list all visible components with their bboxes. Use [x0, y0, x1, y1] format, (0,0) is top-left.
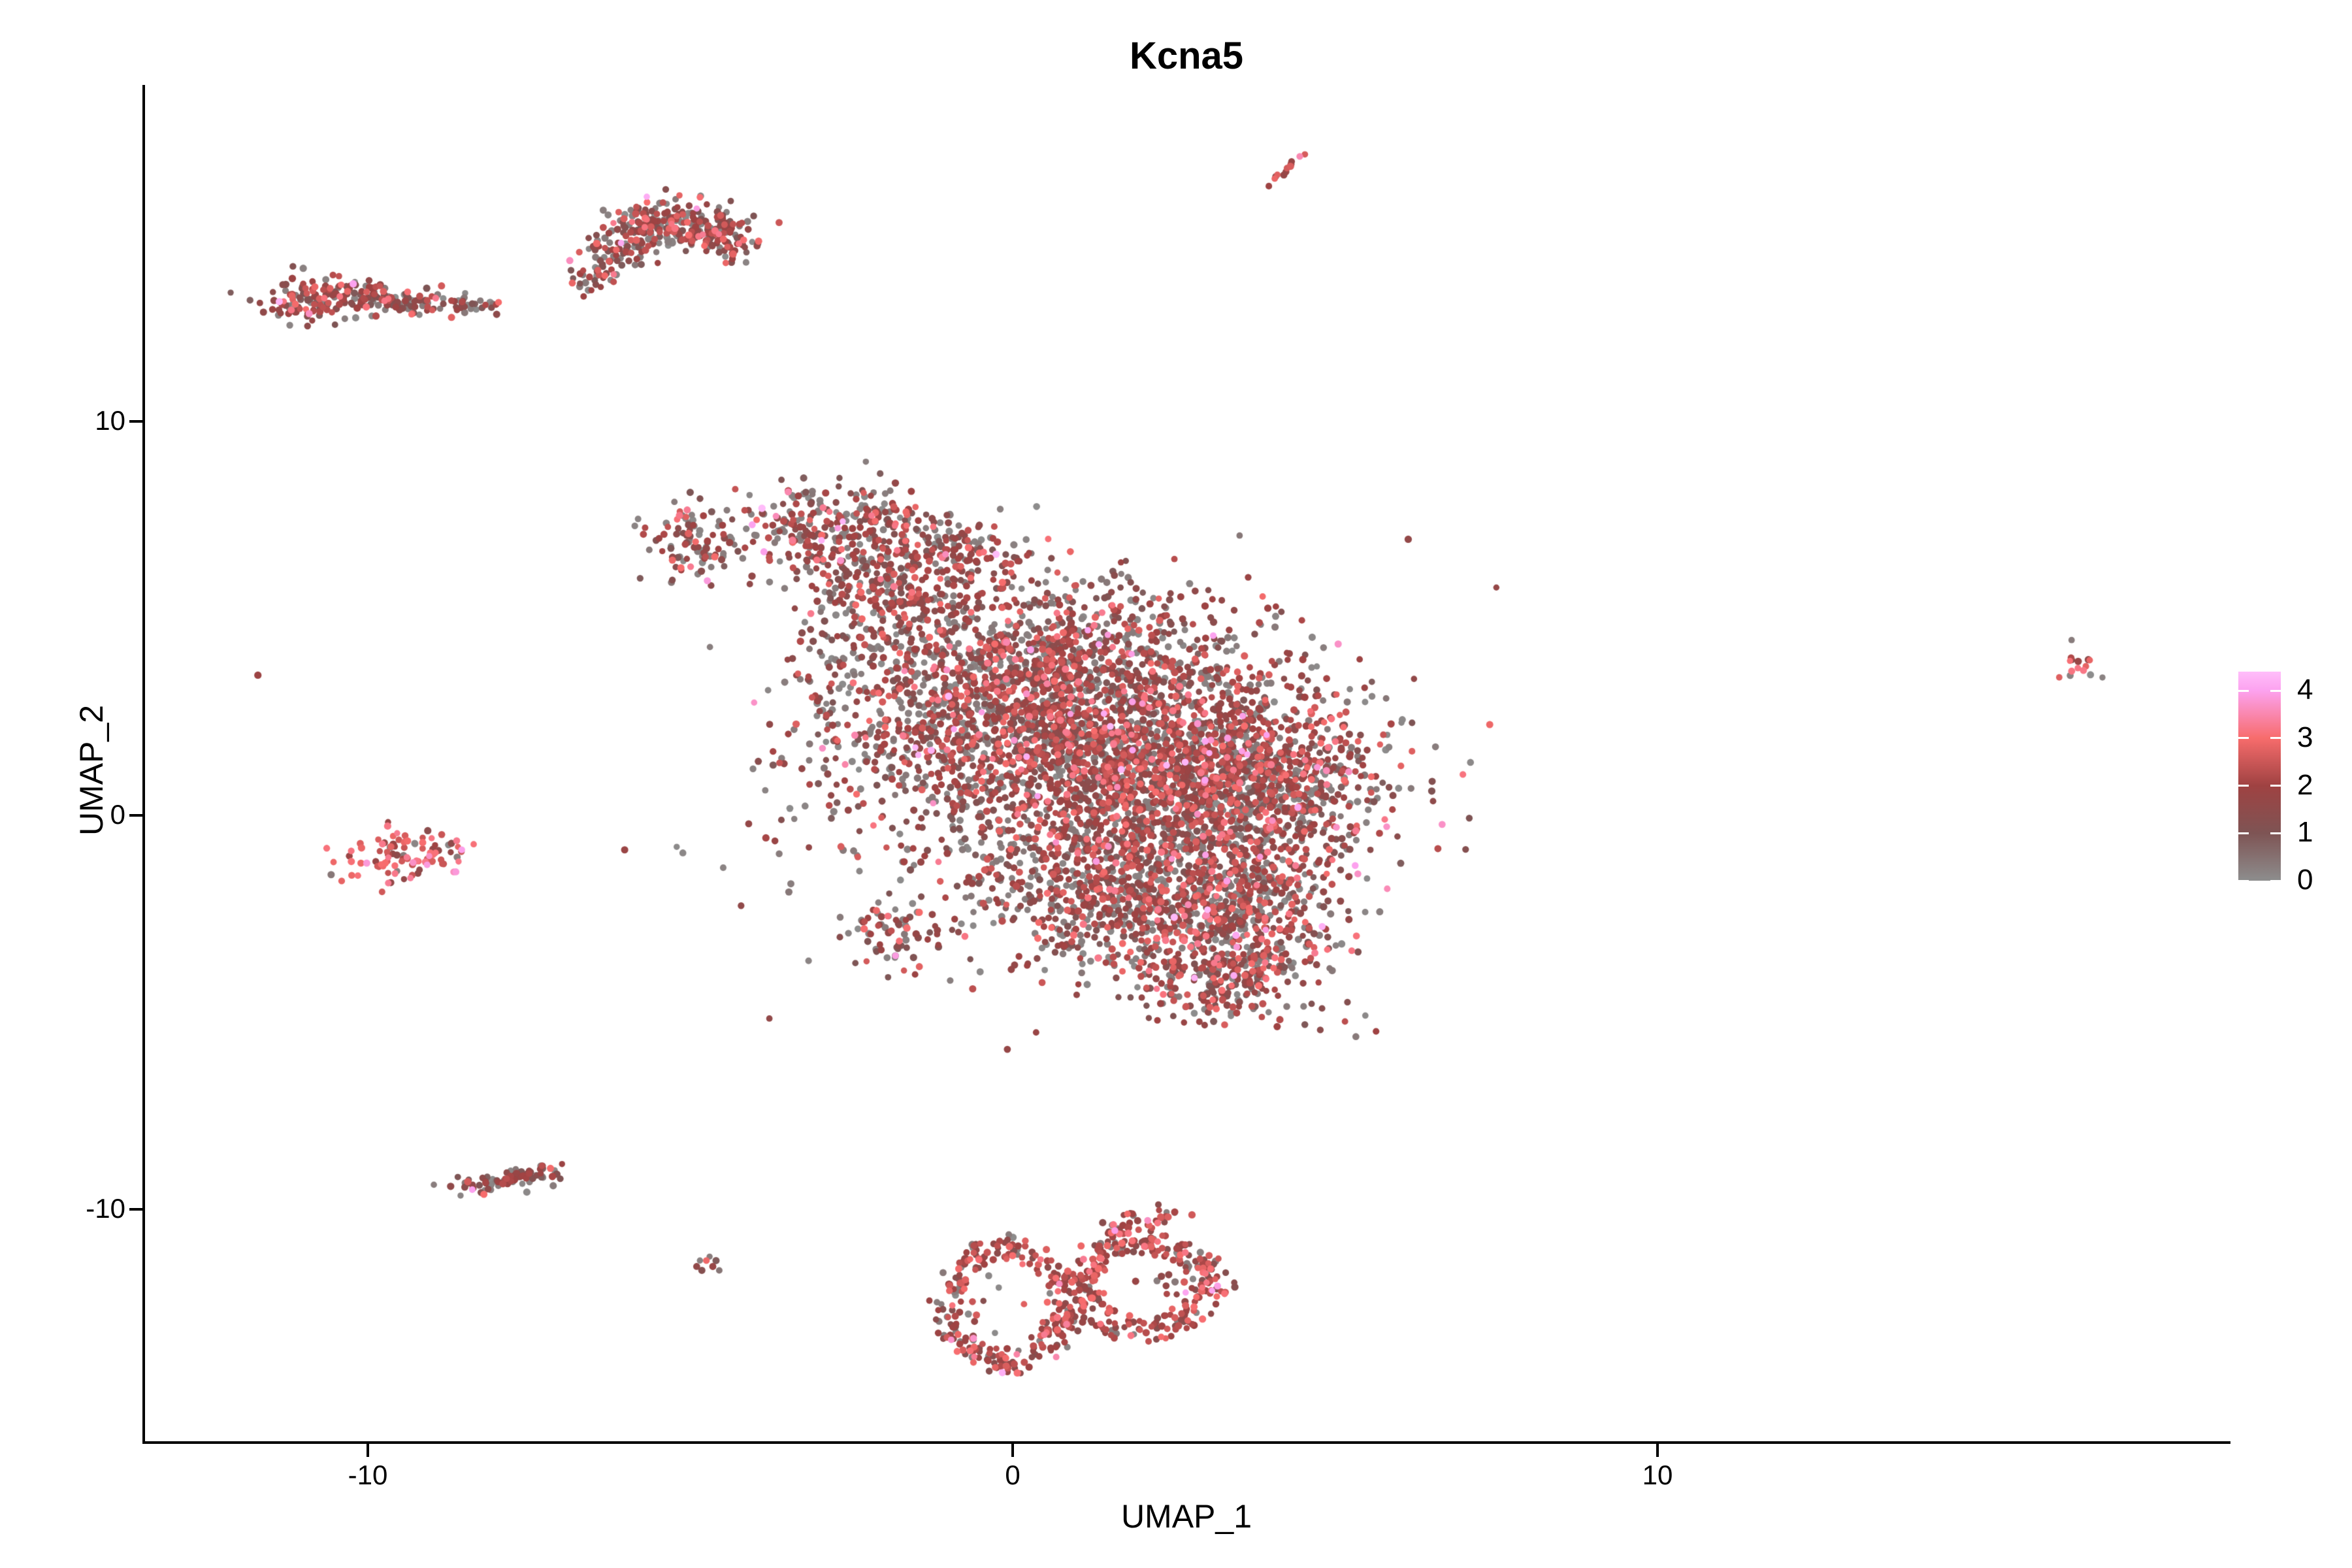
x-tick-mark	[1011, 1444, 1014, 1457]
legend-tick-label: 2	[2297, 768, 2313, 801]
y-tick-mark	[129, 420, 142, 423]
plot-title: Kcna5	[1129, 35, 1244, 77]
legend-tick-mark	[2238, 879, 2249, 882]
legend-tick-mark	[2270, 689, 2281, 692]
x-axis-line	[142, 1441, 2230, 1444]
legend-tick-label: 0	[2297, 864, 2313, 896]
y-tick-label: 0	[110, 799, 125, 830]
y-axis-title: UMAP_2	[73, 704, 110, 836]
legend-tick-mark	[2238, 785, 2249, 787]
legend-tick-label: 3	[2297, 721, 2313, 753]
x-tick-label: -10	[348, 1460, 388, 1490]
legend-tick-mark	[2238, 689, 2249, 692]
legend-tick-label: 1	[2297, 816, 2313, 849]
legend-gradient-bar	[2238, 672, 2281, 882]
x-tick-label: 10	[1642, 1460, 1673, 1490]
y-tick-mark	[129, 814, 142, 817]
legend-tick-label: 4	[2297, 674, 2313, 706]
legend-tick-mark	[2270, 879, 2281, 882]
y-tick-label: 10	[95, 405, 125, 436]
legend-tick-mark	[2238, 832, 2249, 834]
y-tick-label: -10	[86, 1193, 125, 1224]
x-tick-label: 0	[1005, 1460, 1021, 1490]
legend-tick-mark	[2270, 785, 2281, 787]
x-axis-title: UMAP_1	[1120, 1498, 1252, 1535]
x-tick-mark	[367, 1444, 369, 1457]
legend-tick-mark	[2270, 737, 2281, 740]
y-axis-line	[142, 85, 145, 1444]
y-tick-mark	[129, 1208, 142, 1211]
legend-tick-mark	[2270, 832, 2281, 834]
legend-tick-mark	[2238, 737, 2249, 740]
x-tick-mark	[1656, 1444, 1659, 1457]
